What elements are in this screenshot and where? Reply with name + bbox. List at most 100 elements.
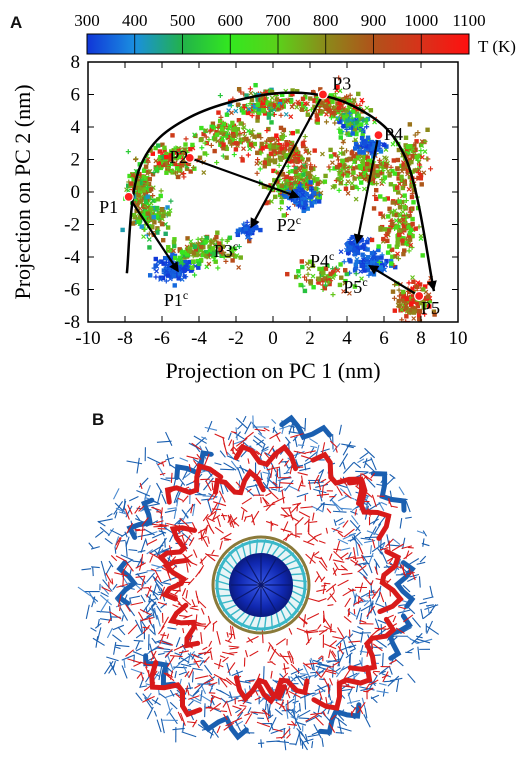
scatter-point (281, 104, 286, 109)
scatter-point (275, 103, 281, 109)
core-lattice (227, 607, 243, 618)
outer-strand (355, 524, 361, 532)
scatter-point (407, 213, 412, 219)
scatter-point (206, 252, 212, 258)
scatter-point (153, 274, 159, 280)
scatter-point (422, 149, 428, 154)
outer-strand (299, 692, 314, 699)
scatter-point (221, 254, 227, 260)
scatter-point (323, 266, 329, 271)
x-tick-label: -10 (75, 328, 100, 349)
scatter-point (345, 190, 351, 196)
scatter-point (414, 300, 420, 305)
scatter-point (279, 103, 285, 109)
scatter-point (394, 212, 399, 218)
scatter-point (165, 205, 170, 210)
outer-strand (366, 477, 376, 488)
inner-strand (407, 546, 414, 549)
scatter-point (345, 179, 351, 184)
scatter-point (280, 92, 285, 97)
scatter-point (283, 111, 289, 117)
outer-strand (345, 652, 353, 659)
scatter-point (341, 151, 346, 156)
scatter-point (153, 263, 158, 268)
scatter-point (283, 194, 288, 199)
outer-strand (411, 632, 423, 645)
inner-strand (348, 640, 361, 643)
scatter-point (405, 167, 411, 173)
outer-strand (298, 729, 302, 746)
scatter-point (408, 242, 414, 248)
inner-strand (327, 591, 335, 601)
scatter-point (323, 282, 329, 288)
scatter-point (331, 112, 337, 118)
scatter-point (273, 194, 278, 200)
inner-strand (127, 658, 141, 664)
scatter-point (375, 169, 380, 174)
blue-ribbon (115, 560, 138, 606)
scatter-point (396, 232, 402, 238)
scatter-point (387, 209, 393, 215)
arrow-head (288, 189, 300, 199)
inner-strand (286, 733, 291, 739)
scatter-point (421, 287, 426, 292)
scatter-point (141, 168, 147, 173)
scatter-point (138, 180, 143, 186)
scatter-point (148, 187, 154, 192)
scatter-point (152, 220, 157, 225)
outer-strand (209, 684, 214, 694)
scatter-point (290, 91, 295, 97)
x-tick-label: 4 (342, 328, 352, 349)
core-lattice (283, 558, 300, 567)
scatter-point (382, 155, 387, 161)
outer-strand (291, 709, 297, 722)
outer-strand (183, 665, 190, 678)
scatter-point (308, 162, 314, 168)
scatter-point (165, 165, 171, 171)
inner-strand (166, 633, 170, 639)
scatter-point (392, 171, 398, 176)
protein-structure-image (77, 414, 440, 751)
outer-strand (114, 547, 117, 554)
inner-strand (389, 659, 398, 665)
scatter-point (180, 151, 186, 157)
inner-strand (230, 448, 236, 456)
scatter-point (141, 213, 147, 218)
outer-strand (315, 665, 327, 670)
inner-strand (280, 514, 287, 517)
inner-strand (157, 601, 167, 606)
inner-strand (365, 683, 371, 690)
scatter-point (214, 244, 220, 250)
scatter-point (279, 136, 284, 141)
scatter-point (145, 176, 150, 181)
scatter-point (295, 129, 300, 134)
scatter-point (385, 250, 391, 255)
inner-strand (198, 600, 207, 609)
scatter-point (371, 206, 377, 211)
inner-strand (362, 575, 372, 586)
panel-label-a: A (10, 13, 22, 32)
scatter-point (290, 169, 295, 174)
scatter-point (419, 182, 424, 187)
outer-strand (347, 636, 356, 650)
inner-strand (318, 690, 323, 700)
outer-strand (363, 713, 371, 728)
scatter-point (253, 104, 258, 109)
scatter-point (402, 205, 407, 210)
inner-strand (200, 558, 204, 566)
outer-strand (148, 620, 155, 629)
scatter-point (351, 109, 356, 114)
inner-strand (231, 431, 237, 434)
inner-strand (212, 623, 215, 632)
inner-strand (392, 615, 397, 623)
scatter-point (269, 199, 274, 204)
scatter-point (179, 250, 185, 255)
scatter-point (148, 148, 153, 153)
inner-strand (352, 556, 363, 560)
core-spoke (260, 584, 277, 612)
scatter-point (247, 229, 252, 235)
scatter-point (268, 151, 274, 156)
collapsed-point-label: P4c (310, 249, 334, 271)
core-lattice (263, 614, 267, 631)
